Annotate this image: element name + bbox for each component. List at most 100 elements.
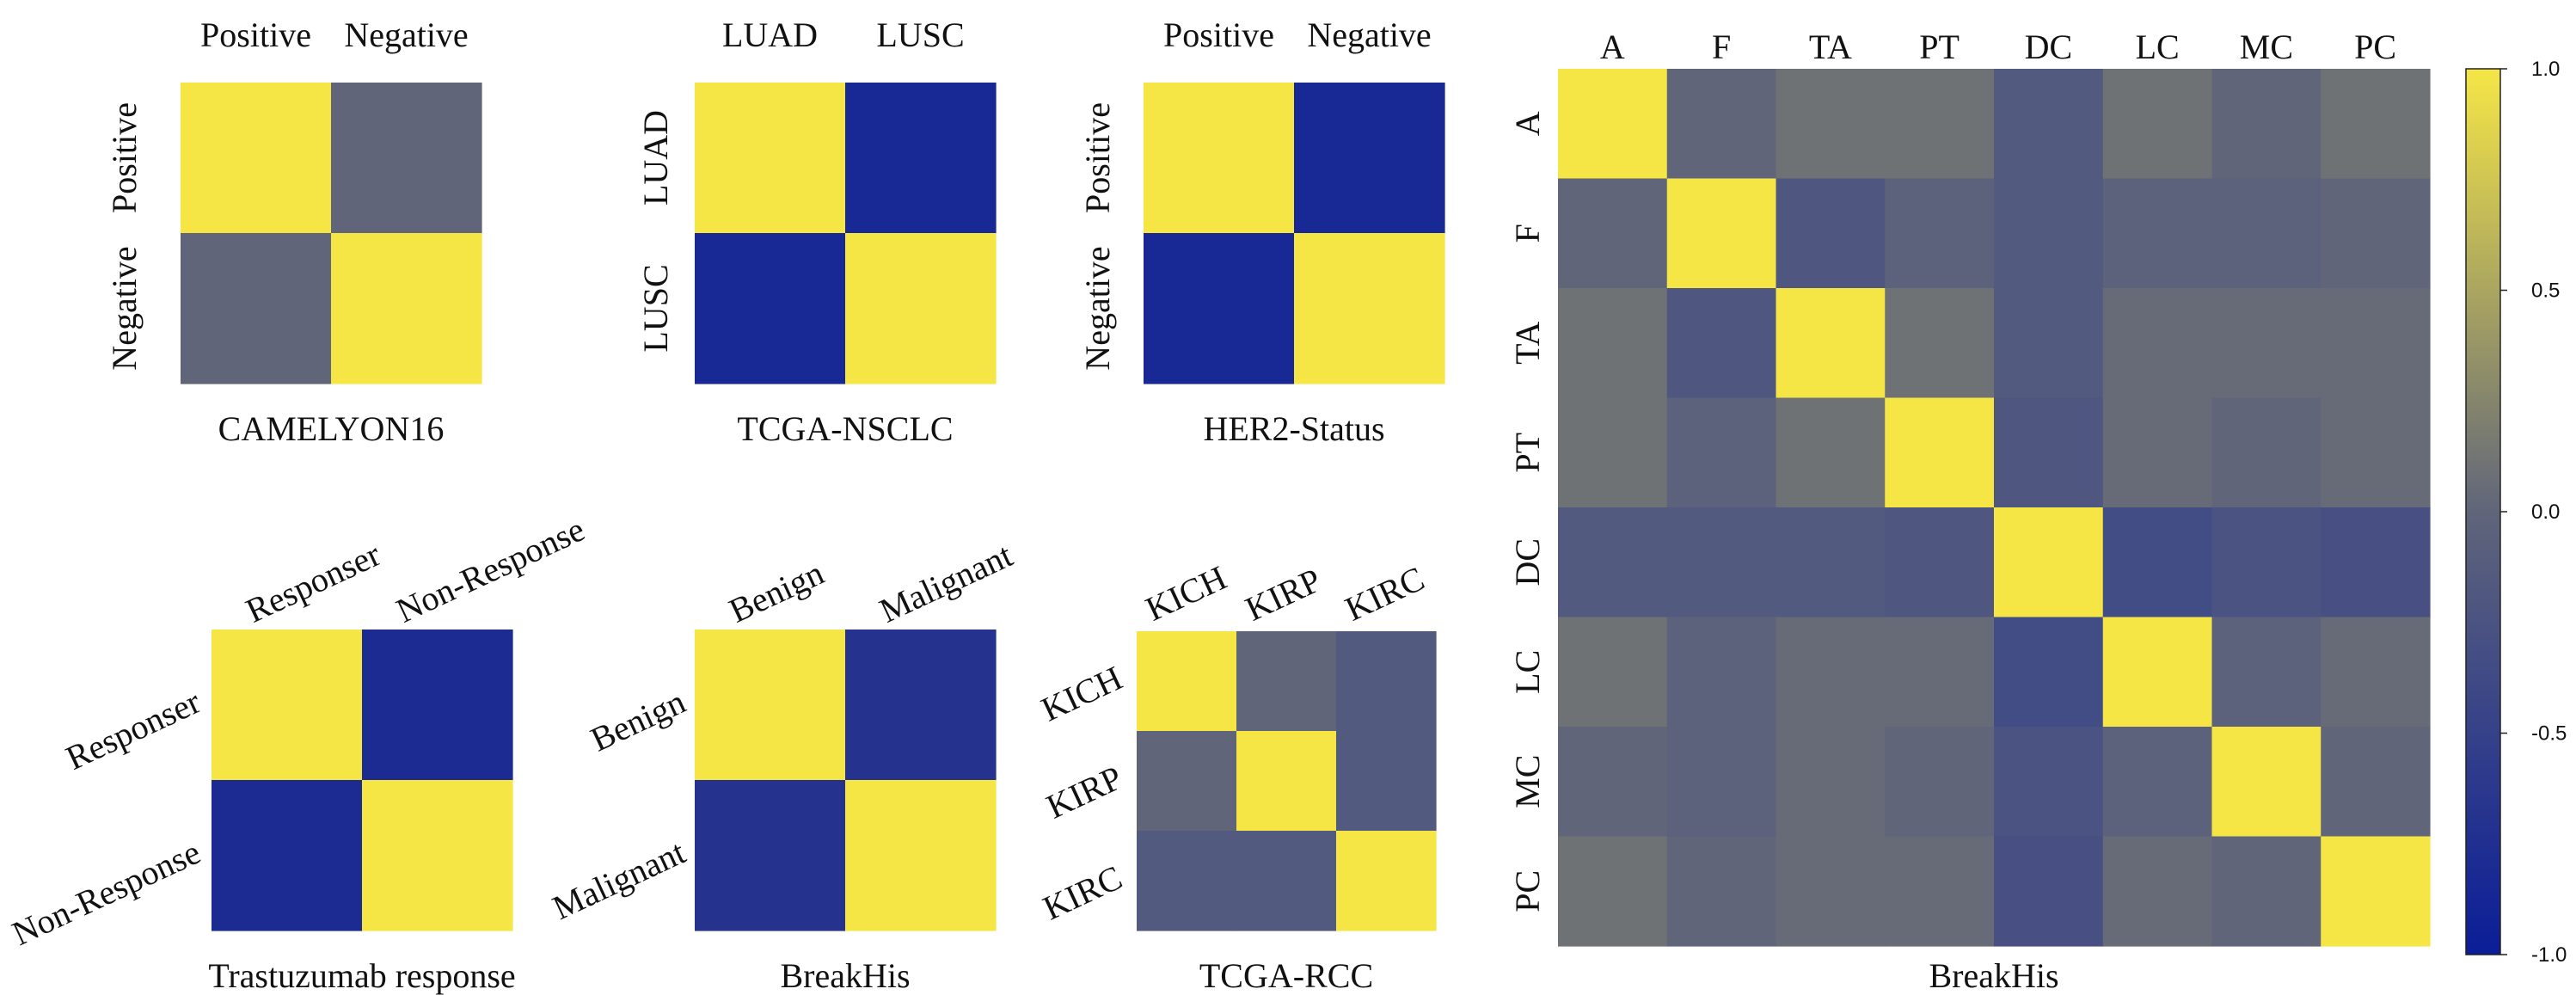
heatmap-cell bbox=[1336, 731, 1437, 832]
heatmap-cell bbox=[1336, 831, 1437, 931]
panel-title: BreakHis bbox=[1929, 956, 2058, 995]
heatmap-cell bbox=[1666, 617, 1777, 728]
heatmap-cell bbox=[1558, 397, 1668, 508]
heatmap-cell bbox=[1558, 288, 1668, 399]
heatmap-cell bbox=[1294, 233, 1445, 384]
row-label: KIRC bbox=[1037, 857, 1128, 927]
heatmap-cell bbox=[2102, 507, 2213, 618]
row-label: Benign bbox=[585, 682, 691, 759]
heatmap-cell bbox=[1236, 631, 1337, 732]
column-label: Positive bbox=[200, 15, 311, 54]
heatmap-cell bbox=[2321, 69, 2431, 180]
heatmap-cell bbox=[1994, 836, 2104, 947]
heatmap-cell bbox=[1885, 69, 1995, 180]
heatmap-cell bbox=[1558, 727, 1668, 838]
heatmap-cell bbox=[1558, 836, 1668, 947]
heatmap-cell bbox=[2321, 288, 2431, 399]
heatmap-cell bbox=[1885, 178, 1995, 289]
heatmap-cell bbox=[1776, 836, 1886, 947]
heatmap-panel-2: LUAD LUSC LUAD LUSC TCGA-NSCLC bbox=[636, 15, 997, 448]
heatmap-cell bbox=[2211, 69, 2321, 180]
heatmap-cell bbox=[695, 233, 846, 384]
heatmap-cell bbox=[2102, 178, 2213, 289]
heatmap-cell bbox=[1885, 507, 1995, 618]
heatmap-cell bbox=[1776, 617, 1886, 728]
heatmap-panel-5: Benign Malignant Benign Malignant BreakHis bbox=[547, 536, 1018, 995]
heatmap-cell bbox=[1558, 617, 1668, 728]
row-label: F bbox=[1508, 224, 1547, 243]
heatmap-cell bbox=[1137, 731, 1237, 832]
heatmap-cell bbox=[695, 630, 846, 781]
heatmap-cell bbox=[1336, 631, 1437, 732]
heatmap-cell bbox=[1885, 397, 1995, 508]
heatmap-cell bbox=[1666, 178, 1777, 289]
heatmap-cell bbox=[1558, 178, 1668, 289]
heatmap-cell bbox=[1144, 83, 1295, 234]
heatmap-cell bbox=[2321, 507, 2431, 618]
heatmap-cell bbox=[1885, 727, 1995, 838]
heatmap-cell bbox=[331, 83, 482, 234]
heatmap-cell bbox=[1666, 288, 1777, 399]
heatmap-cell bbox=[1776, 507, 1886, 618]
panel-title: Trastuzumab response bbox=[208, 956, 515, 995]
heatmap-cell bbox=[212, 630, 363, 781]
row-label: PC bbox=[1508, 870, 1547, 912]
heatmap-cell bbox=[2211, 178, 2321, 289]
row-label: LUSC bbox=[636, 264, 675, 352]
row-label: LUAD bbox=[636, 110, 675, 206]
column-label: KICH bbox=[1140, 558, 1233, 629]
heatmap-cell bbox=[1994, 178, 2104, 289]
heatmap-cell bbox=[845, 83, 997, 234]
heatmap-cell bbox=[845, 630, 997, 781]
heatmap-cell bbox=[1885, 617, 1995, 728]
heatmap-cell bbox=[1666, 727, 1777, 838]
heatmap-cell bbox=[2102, 288, 2213, 399]
heatmap-cell bbox=[2102, 836, 2213, 947]
heatmap-cell bbox=[2211, 727, 2321, 838]
colorbar-tick-label: 0.5 bbox=[2531, 279, 2560, 303]
column-label: TA bbox=[1809, 28, 1852, 66]
row-label: TA bbox=[1508, 322, 1547, 365]
heatmap-cell bbox=[1994, 507, 2104, 618]
heatmap-cell bbox=[1666, 69, 1777, 180]
heatmap-cell bbox=[1558, 69, 1668, 180]
heatmap-cell bbox=[1776, 727, 1886, 838]
column-label: Negative bbox=[1307, 15, 1431, 54]
colorbar-gradient bbox=[2465, 68, 2501, 955]
panel-title: HER2-Status bbox=[1203, 409, 1384, 448]
heatmap-cell bbox=[2321, 178, 2431, 289]
heatmap-cell bbox=[2211, 288, 2321, 399]
row-label: Negative bbox=[105, 246, 144, 370]
row-label: Non-Response bbox=[6, 832, 205, 953]
row-label: Positive bbox=[1078, 102, 1117, 213]
heatmap-cell bbox=[1666, 397, 1777, 508]
heatmap-cell bbox=[1144, 233, 1295, 384]
colorbar-tick-label: -1.0 bbox=[2531, 943, 2567, 967]
column-label: Malignant bbox=[874, 536, 1018, 630]
panel-title: TCGA-NSCLC bbox=[737, 409, 953, 448]
heatmap-cell bbox=[845, 233, 997, 384]
heatmap-cell bbox=[2211, 507, 2321, 618]
heatmap-cell bbox=[1994, 288, 2104, 399]
column-label: F bbox=[1712, 28, 1731, 66]
heatmap-cell bbox=[1666, 507, 1777, 618]
heatmap-cell bbox=[181, 233, 332, 384]
heatmap-panel-3: Positive Negative Positive Negative HER2-Sta… bbox=[1078, 15, 1445, 448]
panel-title: BreakHis bbox=[780, 956, 910, 995]
heatmap-cell bbox=[1776, 178, 1886, 289]
panel-title: TCGA-RCC bbox=[1199, 956, 1373, 995]
heatmap-panel-1: Positive Negative Positive Negative CAMELYON… bbox=[105, 15, 482, 448]
heatmap-cell bbox=[1236, 831, 1337, 931]
row-label: LC bbox=[1508, 650, 1547, 694]
heatmap-cell bbox=[695, 780, 846, 931]
heatmap-cell bbox=[1137, 831, 1237, 931]
heatmap-cell bbox=[695, 83, 846, 234]
heatmap-cell bbox=[1294, 83, 1445, 234]
heatmap-cell bbox=[362, 780, 513, 931]
colorbar-tick-label: -0.5 bbox=[2531, 722, 2567, 746]
panel-title: CAMELYON16 bbox=[218, 409, 445, 448]
heatmap-cell bbox=[331, 233, 482, 384]
heatmap-cell bbox=[1885, 836, 1995, 947]
column-label: Non-Response bbox=[390, 510, 590, 630]
